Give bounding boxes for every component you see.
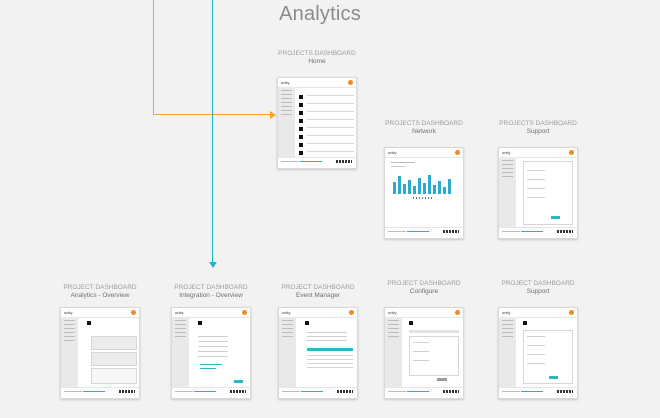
screen-thumbnail[interactable]: unity — [277, 77, 357, 169]
orange-arrow-head — [270, 111, 276, 119]
node-event-manager[interactable]: PROJECT DASHBOARD Event Manager unity — [276, 284, 360, 399]
screen-thumbnail[interactable]: unity — [498, 147, 578, 239]
screen-thumbnail[interactable]: unity — [171, 307, 251, 399]
node-caption: PROJECTS DASHBOARD — [499, 120, 577, 127]
node-title: Network — [412, 128, 436, 135]
screen-thumbnail[interactable]: unity — [498, 307, 578, 399]
node-integration-overview[interactable]: PROJECT DASHBOARD Integration - Overview… — [169, 284, 253, 399]
node-home[interactable]: PROJECTS DASHBOARD Home unity — [276, 50, 358, 169]
node-title: Support — [526, 288, 550, 295]
node-title: Integration - Overview — [179, 292, 243, 299]
section-heading: Analytics — [279, 3, 361, 25]
screen-thumbnail[interactable]: unity — [278, 307, 358, 399]
screen-thumbnail[interactable]: unity — [60, 307, 140, 399]
node-caption: PROJECTS DASHBOARD — [385, 120, 463, 127]
screen-thumbnail[interactable]: unity — [384, 307, 464, 399]
node-title: Analytics - Overview — [70, 292, 130, 299]
teal-arrow-head — [209, 262, 217, 268]
node-title: Configure — [409, 288, 439, 295]
node-caption: PROJECT DASHBOARD — [63, 284, 137, 291]
node-configure[interactable]: PROJECT DASHBOARD Configure unity — [383, 280, 465, 399]
node-title: Support — [526, 128, 550, 135]
node-caption: PROJECT DASHBOARD — [174, 284, 248, 291]
node-analytics-overview[interactable]: PROJECT DASHBOARD Analytics - Overview u… — [59, 284, 141, 399]
node-support-bottom[interactable]: PROJECT DASHBOARD Support unity — [497, 280, 579, 399]
node-caption: PROJECT DASHBOARD — [501, 280, 575, 287]
avatar — [348, 80, 353, 85]
node-caption: PROJECTS DASHBOARD — [278, 50, 356, 57]
node-caption: PROJECT DASHBOARD — [387, 280, 461, 287]
unity-logo-icon: unity — [281, 80, 290, 85]
node-network[interactable]: PROJECTS DASHBOARD Network unity — [383, 120, 465, 239]
teal-connector-vertical — [212, 0, 213, 264]
orange-connector-vertical — [153, 0, 154, 115]
node-caption: PROJECT DASHBOARD — [281, 284, 355, 291]
screen-thumbnail[interactable]: unity — [384, 147, 464, 239]
node-title: Home — [308, 58, 326, 65]
node-title: Event Manager — [295, 292, 341, 299]
node-support-top[interactable]: PROJECTS DASHBOARD Support unity — [497, 120, 579, 239]
